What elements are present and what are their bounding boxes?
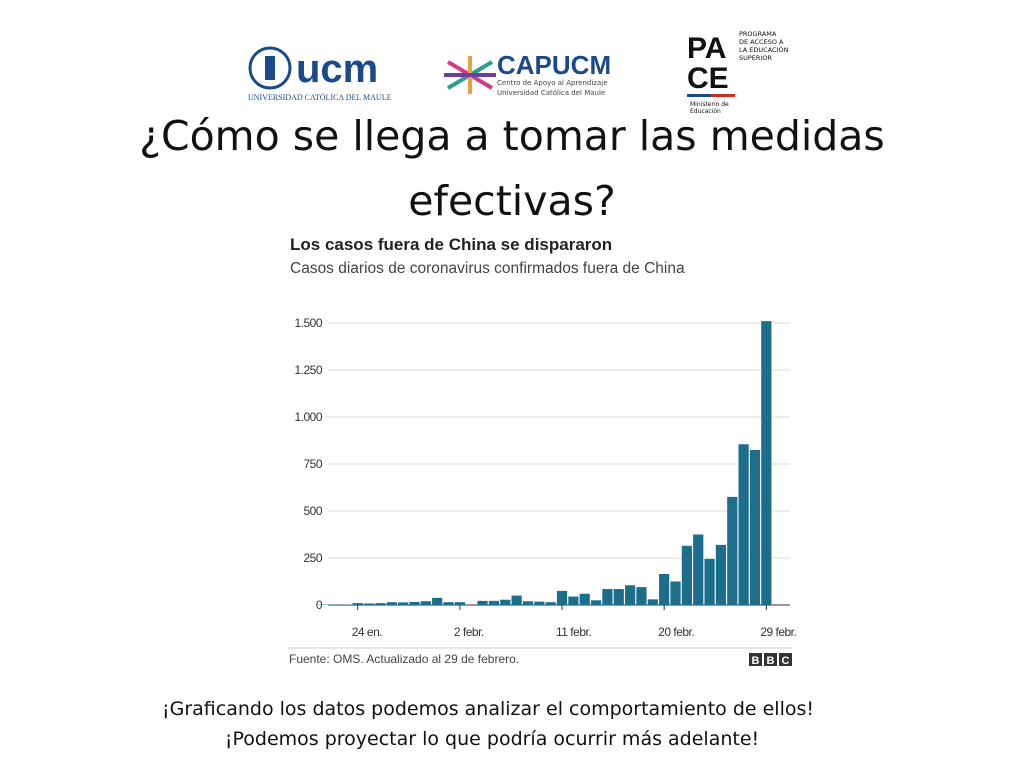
bar: [715, 544, 727, 605]
pace-text: DE ACCESO A: [739, 38, 784, 46]
bar: [579, 593, 590, 605]
y-tick-label: 500: [303, 504, 322, 518]
bbc-letter: B: [752, 655, 760, 667]
pace-logo: CE: [687, 62, 729, 95]
pace-text: SUPERIOR: [739, 54, 772, 62]
y-tick-label: 1.250: [294, 363, 322, 377]
bar: [636, 587, 647, 605]
pace-text: PROGRAMA: [739, 30, 777, 38]
capucm-emblem: [444, 56, 496, 94]
pace-logo: PA: [687, 32, 726, 65]
pace-flag: [687, 94, 711, 97]
bar: [409, 601, 420, 605]
bar: [738, 444, 749, 605]
bbc-box: [764, 653, 777, 666]
footer-text: ¡Podemos proyectar lo que podría ocurrir…: [225, 728, 759, 750]
x-tick-label: 29 febr.: [760, 625, 796, 639]
bar: [534, 601, 545, 605]
bar: [454, 602, 465, 605]
bar: [522, 601, 534, 605]
bar: [568, 596, 579, 605]
bbc-letter: B: [767, 655, 775, 667]
bar: [613, 589, 624, 605]
pace-text: LA EDUCACIÓN: [739, 45, 789, 54]
bar: [398, 602, 409, 605]
footer-text: ¡Graficando los datos podemos analizar e…: [162, 698, 814, 720]
x-tick-label: 24 en.: [352, 625, 383, 639]
y-tick-label: 250: [303, 551, 322, 565]
bar: [749, 449, 761, 605]
bar: [443, 602, 454, 605]
bar: [511, 595, 522, 605]
bar: [602, 589, 613, 605]
bar: [670, 581, 681, 605]
y-tick-label: 750: [303, 457, 322, 471]
chart-subtitle: Casos diarios de coronavirus confirmados…: [290, 260, 685, 277]
bar: [500, 599, 511, 605]
bar: [477, 600, 488, 605]
bar: [556, 590, 568, 605]
ucm-subtitle: UNIVERSIDAD CATÓLICA DEL MAULE: [248, 92, 392, 102]
bar: [352, 603, 363, 605]
bar: [681, 545, 692, 605]
capucm-subtitle: Centro de Apoyo al Aprendizaje: [497, 79, 608, 87]
bar: [761, 321, 772, 605]
bar: [420, 601, 431, 605]
source: Fuente: OMS. Actualizado al 29 de febrer…: [289, 652, 519, 666]
ucm-logo: ucm: [296, 47, 378, 91]
bar: [590, 600, 602, 605]
ucm-emblem: [248, 46, 292, 90]
bar: [386, 602, 397, 605]
bbc-letter: C: [782, 655, 790, 667]
bar: [625, 585, 636, 605]
x-tick-label: 20 febr.: [658, 625, 694, 639]
chart-title: Los casos fuera de China se dispararon: [290, 235, 612, 254]
capucm-logo: CAPUCM: [497, 50, 611, 80]
bar: [727, 496, 738, 605]
x-tick-label: 2 febr.: [454, 625, 484, 639]
bar: [659, 573, 670, 605]
ucm-emblem-inner: [265, 56, 275, 80]
bar: [363, 603, 375, 605]
bar: [693, 534, 704, 605]
x-tick-label: 11 febr.: [556, 625, 591, 639]
pace-ministry: Ministerio de: [690, 101, 729, 108]
pace-ministry: Educación: [690, 108, 721, 115]
capucm-subtitle: Universidad Católica del Maule: [497, 89, 605, 97]
slide-title: ¿Cómo se llega a tomar las medidas: [139, 112, 885, 160]
y-tick-label: 1.500: [294, 316, 322, 330]
y-tick-label: 1.000: [294, 410, 322, 424]
pace-flag: [711, 94, 735, 97]
bar: [545, 602, 556, 605]
bar: [432, 597, 443, 605]
bbc-box: [779, 653, 792, 666]
slide-title: efectivas?: [408, 177, 615, 225]
bar: [647, 599, 658, 605]
bbc-box: [749, 653, 762, 666]
bar: [704, 558, 715, 605]
bar: [488, 600, 500, 605]
bar: [375, 603, 386, 605]
bar: [329, 604, 341, 605]
